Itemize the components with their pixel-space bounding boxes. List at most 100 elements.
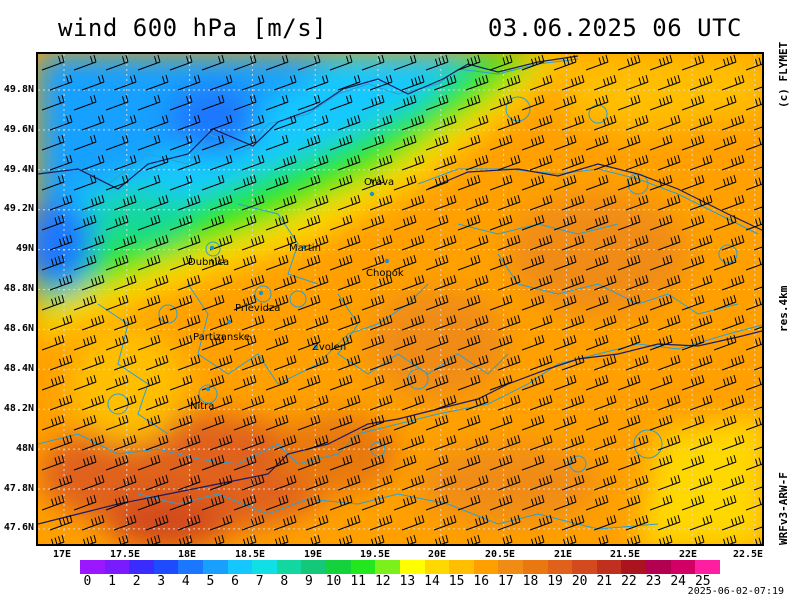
wind-barb bbox=[209, 434, 233, 451]
colorbar-swatch bbox=[399, 560, 425, 574]
wind-barb bbox=[273, 474, 297, 491]
lon-label: 19E bbox=[303, 549, 323, 560]
wind-barb bbox=[721, 154, 745, 171]
wind-barb bbox=[489, 334, 513, 351]
wind-barbs bbox=[41, 54, 762, 544]
colorbar-swatch bbox=[498, 560, 523, 574]
wind-barb bbox=[177, 394, 201, 411]
wind-barb bbox=[209, 514, 233, 531]
wind-barb bbox=[593, 394, 617, 411]
country-border bbox=[38, 55, 762, 525]
wind-barb bbox=[401, 274, 425, 291]
wind-barb bbox=[521, 254, 545, 271]
wind-barb bbox=[694, 534, 705, 544]
wind-barb bbox=[393, 214, 417, 231]
wind-barb bbox=[529, 234, 553, 251]
wind-barb bbox=[297, 494, 321, 511]
wind-barb bbox=[73, 334, 97, 351]
wind-barb bbox=[593, 314, 617, 331]
wind-barb bbox=[745, 337, 762, 351]
wind-barb bbox=[625, 434, 649, 451]
wind-barb bbox=[721, 514, 745, 531]
lon-label: 20E bbox=[427, 549, 447, 560]
wind-barb bbox=[521, 174, 545, 191]
colorbar-swatch bbox=[227, 560, 253, 574]
wind-barb bbox=[209, 474, 233, 491]
wind-barb bbox=[201, 494, 225, 511]
wind-barb bbox=[73, 214, 97, 231]
wind-barb bbox=[681, 54, 705, 71]
colorbar-swatch bbox=[203, 560, 228, 574]
colorbar-swatch bbox=[646, 560, 671, 574]
colorbar-label: 13 bbox=[399, 574, 416, 589]
wind-barb bbox=[241, 194, 265, 211]
wind-barb bbox=[81, 194, 105, 211]
wind-barb bbox=[297, 134, 321, 151]
wind-barb bbox=[401, 74, 425, 91]
wind-barb bbox=[617, 134, 641, 151]
wind-barb bbox=[425, 214, 449, 231]
wind-barb bbox=[201, 254, 225, 271]
wind-barb bbox=[625, 514, 649, 531]
wind-barb bbox=[201, 134, 225, 151]
wind-barb bbox=[649, 454, 673, 471]
colorbar-swatch bbox=[449, 560, 474, 574]
wind-barb bbox=[681, 374, 705, 391]
wind-barb bbox=[681, 94, 705, 111]
wind-barb bbox=[369, 394, 393, 411]
city-marker bbox=[384, 258, 390, 264]
colorbar-swatch bbox=[350, 560, 376, 574]
wind-barb bbox=[369, 154, 393, 171]
colorbar-label: 0 bbox=[83, 574, 92, 589]
wind-barb bbox=[625, 354, 649, 371]
wind-barb bbox=[81, 474, 105, 491]
wind-barb bbox=[233, 334, 257, 351]
wind-barb bbox=[81, 274, 105, 291]
wind-barb bbox=[689, 434, 713, 451]
wind-barb bbox=[497, 154, 521, 171]
wind-barb bbox=[329, 134, 353, 151]
wind-barb bbox=[689, 394, 713, 411]
wind-barb bbox=[329, 414, 353, 431]
wind-barb bbox=[401, 314, 425, 331]
wind-barb bbox=[497, 314, 521, 331]
lon-label: 22.5E bbox=[732, 549, 764, 560]
wind-barb bbox=[561, 394, 585, 411]
wind-barb bbox=[401, 514, 425, 531]
wind-barb bbox=[689, 234, 713, 251]
wind-barb bbox=[329, 374, 353, 391]
colorbar-swatch bbox=[596, 560, 622, 574]
wind-barb bbox=[209, 314, 233, 331]
wind-barb bbox=[145, 194, 169, 211]
wind-barb bbox=[401, 114, 425, 131]
wind-barb bbox=[51, 534, 65, 544]
wind-barb bbox=[553, 294, 577, 311]
wind-barb bbox=[457, 334, 481, 351]
wind-barb bbox=[529, 314, 553, 331]
wind-barb bbox=[433, 474, 457, 491]
wind-barb bbox=[145, 154, 169, 171]
wind-barb bbox=[563, 534, 577, 544]
wind-barb bbox=[681, 254, 705, 271]
wind-barb bbox=[273, 234, 297, 251]
wind-barb bbox=[369, 434, 393, 451]
wind-barb bbox=[529, 114, 553, 131]
wind-barb bbox=[425, 334, 449, 351]
wind-barb bbox=[433, 114, 457, 131]
wind-barb bbox=[617, 254, 641, 271]
wind-barb bbox=[113, 154, 137, 171]
wind-barb bbox=[561, 274, 585, 291]
wind-barb bbox=[73, 454, 97, 471]
wind-barb bbox=[489, 254, 513, 271]
wind-barb bbox=[585, 374, 609, 391]
colorbar-swatch bbox=[621, 560, 647, 574]
wind-barb bbox=[529, 394, 553, 411]
wind-barb bbox=[105, 414, 129, 431]
wind-barb bbox=[145, 474, 169, 491]
wind-barb bbox=[561, 194, 585, 211]
wind-barb bbox=[49, 74, 73, 91]
wind-barb bbox=[425, 494, 449, 511]
wind-barb bbox=[393, 54, 417, 71]
wind-barb bbox=[649, 54, 673, 71]
wind-barb bbox=[113, 274, 137, 291]
